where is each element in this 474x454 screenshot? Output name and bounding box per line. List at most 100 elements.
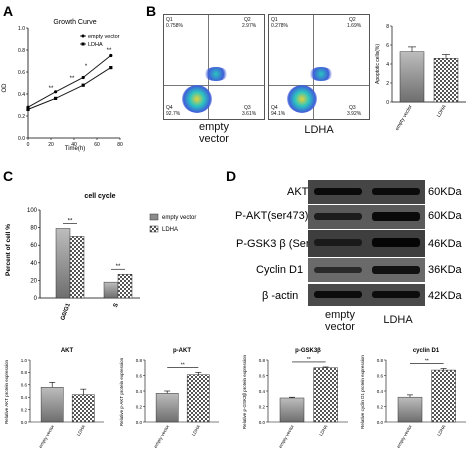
data-point [54,96,58,100]
blot-label-cyclin-d1: Cyclin D1 [256,264,304,276]
blot-band [372,291,420,298]
sig-mark: * [85,64,88,70]
category-label: LDHA [318,424,328,437]
sig-mark: ** [116,264,121,270]
akt-expression-chart: AKT Relative AKT protein expression 0.0 0.2… [4,348,104,449]
series-line-ldha [27,67,112,110]
sig-mark: ** [70,76,75,82]
y-tick-label: 0.6 [377,373,384,378]
y-tick-label: 2 [386,81,389,87]
flow-label-empty-vector: empty vector [199,121,229,145]
category-label: empty vector [38,424,55,449]
growth-curve-title: Growth Curve [53,19,96,26]
cell-cycle-title: cell cycle [84,193,115,200]
y-tick-label: 0.0 [21,420,28,425]
category-label: empty vector [396,424,413,449]
blot-label-akt: AKT [287,186,309,198]
x-tick-label: 20 [48,142,54,148]
cell-population-cluster [287,85,317,113]
apoptosis-ylabel: Apoptotic cells(%) [375,44,381,84]
panel-label-d: D [226,168,237,184]
data-point [81,83,85,87]
panel-label-a: A [3,3,14,19]
blot-band [314,267,362,273]
cell-cycle-legend-empty-vector: empty vector [162,215,196,221]
quadrant-label: Q2 [349,17,356,23]
blot-band [314,188,362,195]
blot-band [372,238,420,247]
chart-ylabel: Relative p-GSK3β protein expression [242,354,247,429]
bar [431,369,456,423]
quadrant-label: Q1 [271,17,278,23]
growth-curve-chart: Growth Curve OD Time(h) 0.0 0.2 0.4 0.6 0.8 1… [2,19,123,152]
y-tick-label: 0.0 [136,420,143,425]
cell-cycle-legend-ldha: LDHA [162,227,178,233]
kda-akt: 60KDa [428,186,462,198]
quadrant-label: Q2 [244,17,251,23]
blot-band [372,188,420,195]
data-point [26,107,30,111]
category-label: empty vector [394,104,414,132]
y-tick-label: 0.4 [21,395,28,400]
x-tick-label: 40 [71,142,77,148]
blot-band [314,239,362,246]
quadrant-value: 92.7% [166,111,181,117]
blot-band [314,291,362,298]
apoptosis-chart: Apoptotic cells(%) 0 2 4 6 8 empty vector LDH… [375,24,466,132]
y-tick-label: 80 [30,226,37,232]
p-gsk3b-expression-chart: p-GSK3β Relative p-GSK3β protein expressi… [242,348,348,449]
sig-mark: ** [307,357,311,363]
sig-mark: ** [425,359,429,365]
quadrant-value: 0.758% [166,23,183,29]
legend-marker-ldha [81,42,85,46]
sig-mark: ** [181,362,185,368]
y-tick-label: 0.8 [377,358,384,363]
y-tick-label: 0.8 [136,358,143,363]
chart-title: p-AKT [173,348,191,354]
y-tick-label: 0.2 [21,407,28,412]
chart-ylabel: Relative cyclin D1 protein expression [360,355,365,429]
quadrant-value: 3.61% [242,111,257,117]
data-point [81,75,85,80]
growth-legend-ldha: LDHA [88,42,103,48]
y-tick-label: 20 [30,278,37,284]
quadrant-divider [208,15,209,119]
bar [313,367,338,423]
flow-label-ldha: LDHA [304,124,334,136]
quadrant-value: 94.1% [271,111,286,117]
category-label: S [113,303,120,309]
y-tick-label: 0.2 [18,114,25,120]
quadrant-label: Q1 [166,17,173,23]
cell-population-scatter [309,67,333,81]
y-tick-label: 0.6 [136,373,143,378]
quadrant-label: Q3 [244,105,251,111]
blot-strip-cyclin-d1 [308,258,425,282]
y-tick-label: 0.2 [136,404,143,409]
y-tick-label: 0.8 [259,358,266,363]
blot-strip-p-akt [308,205,425,229]
chart-title: p-GSK3β [295,348,321,354]
kda-cyclin-d1: 36KDa [428,264,462,276]
lane-label-ldha: LDHA [383,314,413,326]
flow-plot-empty-vector: Q1 0.758% Q2 2.97% Q4 92.7% Q3 3.61% [163,14,265,120]
chart-title: AKT [61,348,74,354]
blot-strip-p-gsk3b [308,230,425,257]
series-line-empty-vector [27,55,112,108]
y-tick-label: 8 [386,24,389,30]
blot-label-p-akt: P-AKT(ser473) [235,210,309,222]
x-tick-label: 0 [27,142,30,148]
flow-plot-ldha: Q1 0.278% Q2 1.69% Q4 94.1% Q3 3.92% [268,14,370,120]
cell-cycle-ylabel: Percent of cell % [5,224,12,276]
y-tick-label: 6 [386,43,389,49]
y-tick-label: 100 [27,208,38,214]
legend-swatch-empty-vector [149,213,159,221]
blot-strip-akt [308,180,425,204]
category-label: LDHA [76,424,86,437]
p-akt-expression-chart: p-AKT Relative p-AKT protein expression 0.… [119,348,219,449]
y-tick-label: 0 [34,296,38,302]
data-point [54,90,58,94]
bar [40,387,64,423]
category-label: LDHA [436,103,448,118]
data-point [109,53,113,58]
y-tick-label: 60 [30,243,37,249]
